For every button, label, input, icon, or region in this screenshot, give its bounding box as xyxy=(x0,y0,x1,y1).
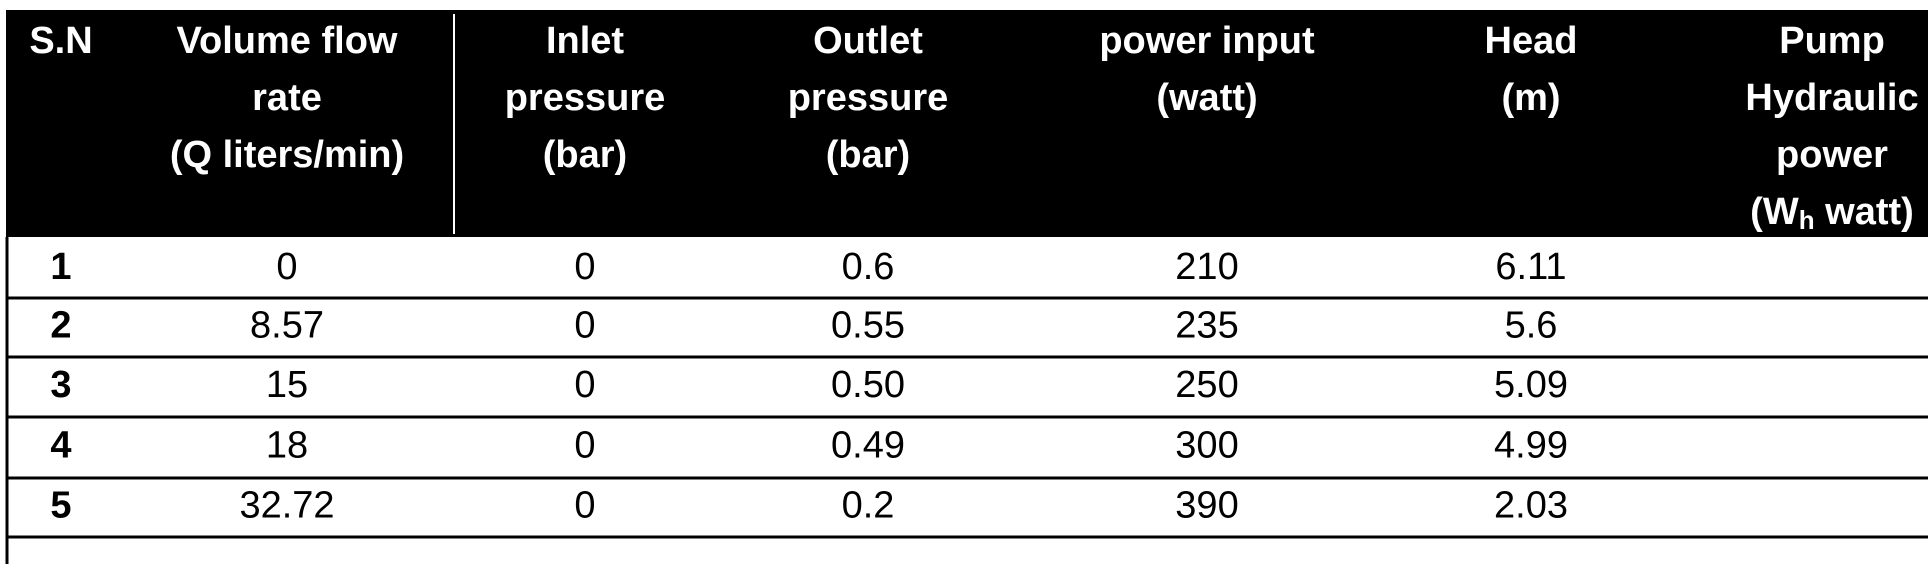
header-text: Volume flow xyxy=(177,20,398,62)
cell: 0.50 xyxy=(831,364,905,406)
header-text: rate xyxy=(252,77,322,119)
header-text: (Wh watt) xyxy=(1750,191,1914,235)
header-subscript: h xyxy=(1799,205,1815,235)
cell: 8.57 xyxy=(250,305,324,347)
header-text: S.N xyxy=(29,20,92,62)
header-text: (bar) xyxy=(826,134,910,176)
row-number: 2 xyxy=(50,305,71,347)
cell: 235 xyxy=(1175,305,1238,347)
cell: 0.2 xyxy=(842,485,895,527)
cell: 2.03 xyxy=(1494,485,1568,527)
cell: 5.6 xyxy=(1505,305,1558,347)
cell: 6.11 xyxy=(1495,246,1566,288)
cell: 0.6 xyxy=(842,246,895,288)
cell: 5.09 xyxy=(1494,364,1568,406)
row-number: 3 xyxy=(50,364,71,406)
cell: 0 xyxy=(574,305,595,347)
cell: 250 xyxy=(1175,364,1238,406)
header-text: Inlet xyxy=(546,20,624,62)
header-text: (bar) xyxy=(543,134,627,176)
cell: 15 xyxy=(266,364,308,406)
cell: 300 xyxy=(1175,425,1238,467)
header-text: power input xyxy=(1099,20,1315,62)
cell: 0 xyxy=(574,246,595,288)
header-text: Head xyxy=(1485,20,1578,62)
row-number: 4 xyxy=(50,425,71,467)
header-text: watt) xyxy=(1815,191,1914,233)
header-text: Outlet xyxy=(813,20,923,62)
cell: 390 xyxy=(1175,485,1238,527)
cell: 32.72 xyxy=(239,485,334,527)
cell: 0.55 xyxy=(831,305,905,347)
cell: 0 xyxy=(276,246,297,288)
header-text: (W xyxy=(1750,191,1799,233)
cell: 210 xyxy=(1175,246,1238,288)
cell: 4.99 xyxy=(1494,425,1568,467)
header-text: pressure xyxy=(505,77,666,119)
cell: 18 xyxy=(266,425,308,467)
header-text: power xyxy=(1776,134,1888,176)
cell: 0.49 xyxy=(831,425,905,467)
header-text: Hydraulic xyxy=(1745,77,1918,119)
header-text: (watt) xyxy=(1156,77,1257,119)
header-text: pressure xyxy=(788,77,949,119)
header-text: Pump xyxy=(1779,20,1885,62)
row-number: 1 xyxy=(50,246,71,288)
cell: 0 xyxy=(574,485,595,527)
header-band xyxy=(6,10,1928,237)
row-number: 5 xyxy=(50,485,71,527)
header-text: (Q liters/min) xyxy=(170,134,404,176)
header-text: (m) xyxy=(1501,77,1560,119)
cell: 0 xyxy=(574,364,595,406)
cell: 0 xyxy=(574,425,595,467)
